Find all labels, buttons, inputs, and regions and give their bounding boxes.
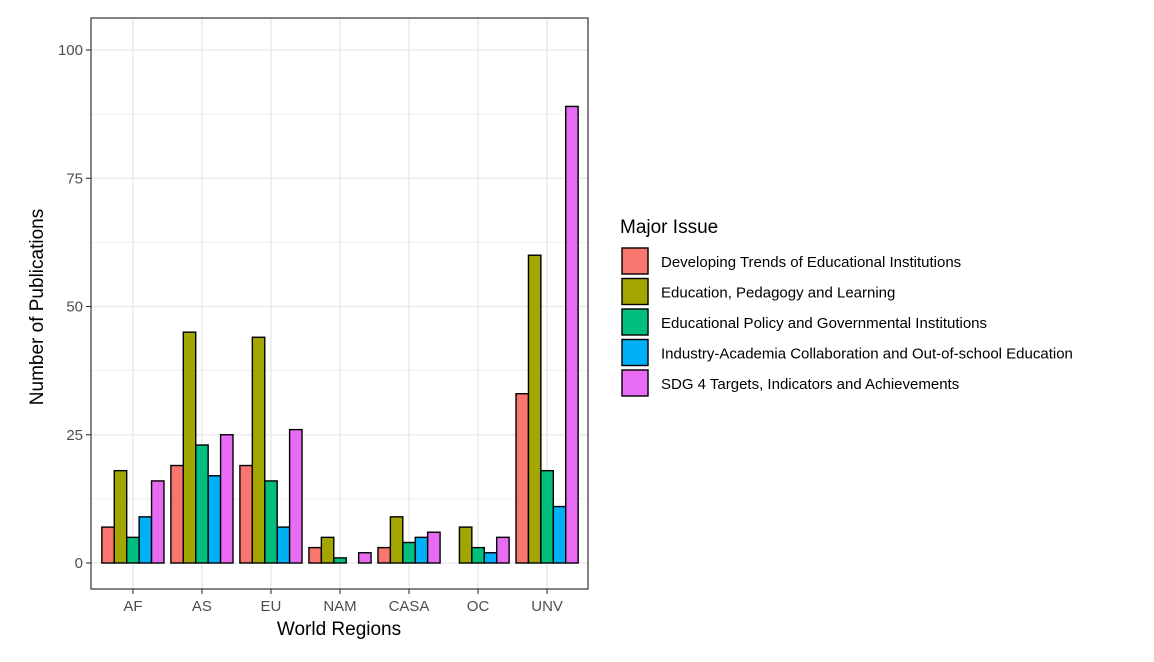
bar <box>125 536 140 564</box>
bar <box>207 475 222 564</box>
legend: Major Issue Developing Trends of Educati… <box>620 217 1073 397</box>
bar <box>565 105 579 564</box>
legend-label: Industry-Academia Collaboration and Out-… <box>661 346 1073 363</box>
bar <box>426 531 441 564</box>
bar <box>377 546 392 564</box>
legend-label: Education, Pedagogy and Learning <box>661 285 895 302</box>
bar <box>389 516 404 564</box>
legend-title: Major Issue <box>620 217 718 238</box>
bar <box>113 469 128 564</box>
x-tick-label: EU <box>261 598 282 615</box>
bar <box>219 434 234 564</box>
y-tick-label: 50 <box>66 299 83 316</box>
bar <box>333 557 347 564</box>
y-tick-label: 75 <box>66 170 83 187</box>
bar <box>195 444 209 564</box>
y-tick-label: 0 <box>75 555 83 572</box>
legend-key <box>621 338 649 367</box>
bar <box>552 505 567 564</box>
bar <box>471 546 485 564</box>
bar <box>264 480 278 564</box>
bar <box>239 464 254 564</box>
y-tick-label: 25 <box>66 427 83 444</box>
legend-key <box>621 369 649 397</box>
bar <box>288 428 303 564</box>
legend-label: SDG 4 Targets, Indicators and Achievemen… <box>661 376 959 393</box>
y-axis-title: Number of Publications <box>27 209 48 405</box>
x-tick-label: AS <box>192 598 212 615</box>
bar <box>540 469 554 564</box>
legend-label: Developing Trends of Educational Institu… <box>661 254 961 271</box>
bar <box>182 331 197 564</box>
bar <box>357 552 372 564</box>
bar <box>320 536 335 564</box>
bar <box>515 393 530 564</box>
x-tick-label: NAM <box>323 598 356 615</box>
bar <box>308 546 323 564</box>
bar <box>138 516 153 564</box>
bar <box>527 254 542 564</box>
x-axis-title: World Regions <box>277 619 401 640</box>
plot-area: 0 25 50 75 100 AF AS EU NAM CASA OC UNV <box>58 17 589 615</box>
bar <box>276 526 291 564</box>
bar <box>495 536 510 564</box>
x-tick-label: OC <box>467 598 490 615</box>
legend-label: Educational Policy and Governmental Inst… <box>661 315 987 332</box>
bar <box>414 536 429 564</box>
x-tick-label: AF <box>123 598 142 615</box>
bar <box>101 526 115 564</box>
bar <box>150 480 165 564</box>
bar <box>170 464 185 564</box>
bar <box>458 526 473 564</box>
bar <box>402 541 416 564</box>
bar <box>251 336 266 564</box>
bar <box>483 552 498 564</box>
legend-key <box>621 277 649 306</box>
legend-key <box>621 247 649 275</box>
x-tick-label: CASA <box>389 598 430 615</box>
x-tick-label: UNV <box>531 598 563 615</box>
y-tick-label: 100 <box>58 42 83 59</box>
legend-key <box>621 308 649 336</box>
